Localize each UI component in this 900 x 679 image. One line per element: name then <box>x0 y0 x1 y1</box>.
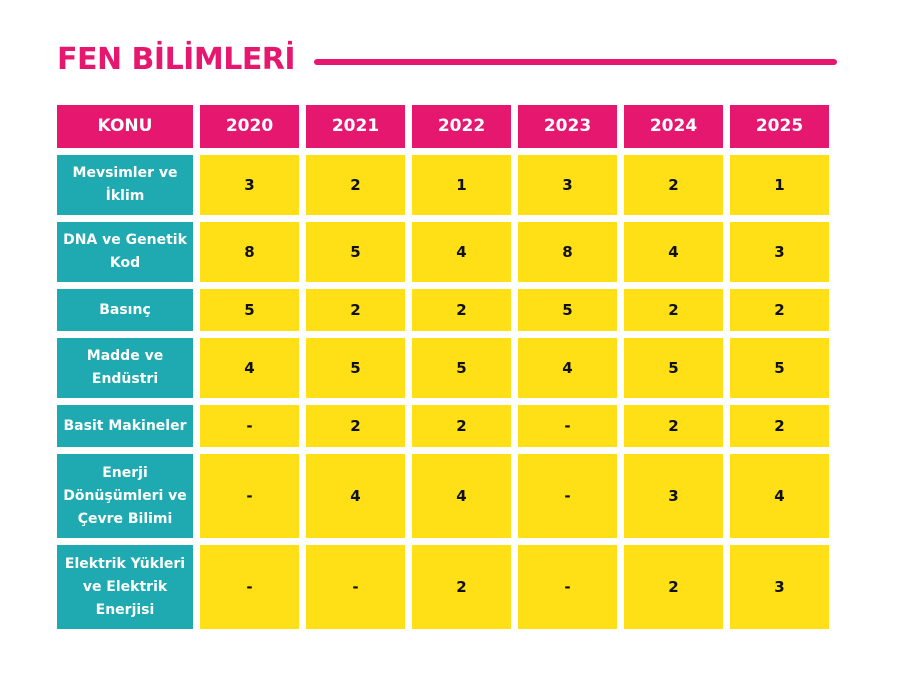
value-cell: 2 <box>412 405 511 447</box>
value-cell: - <box>200 545 299 629</box>
value-cell: 2 <box>306 289 405 331</box>
value-cell: 5 <box>730 338 829 398</box>
title-rule <box>314 59 837 65</box>
topic-cell: Mevsimler ve İklim <box>57 155 193 215</box>
value-cell: - <box>200 454 299 538</box>
value-cell: 4 <box>412 454 511 538</box>
value-cell: 2 <box>624 545 723 629</box>
value-cell: 4 <box>306 454 405 538</box>
topic-cell: Basit Makineler <box>57 405 193 447</box>
header-cell: 2023 <box>518 105 617 148</box>
value-cell: 2 <box>624 155 723 215</box>
value-cell: 5 <box>624 338 723 398</box>
header-cell: 2025 <box>730 105 829 148</box>
value-cell: 2 <box>306 405 405 447</box>
value-cell: 5 <box>306 222 405 282</box>
value-cell: 2 <box>306 155 405 215</box>
page-title: FEN BİLİMLERİ <box>57 42 296 77</box>
topic-cell: Elektrik Yükleri ve Elektrik Enerjisi <box>57 545 193 629</box>
value-cell: 2 <box>624 289 723 331</box>
header-cell: 2021 <box>306 105 405 148</box>
value-cell: 5 <box>412 338 511 398</box>
header-cell: 2022 <box>412 105 511 148</box>
value-cell: - <box>200 405 299 447</box>
value-cell: 2 <box>412 289 511 331</box>
value-cell: - <box>518 454 617 538</box>
value-cell: 4 <box>518 338 617 398</box>
header-cell: 2020 <box>200 105 299 148</box>
value-cell: 5 <box>306 338 405 398</box>
value-cell: 2 <box>624 405 723 447</box>
value-cell: 1 <box>730 155 829 215</box>
value-cell: 4 <box>412 222 511 282</box>
topic-cell: Enerji Dönüşümleri ve Çevre Bilimi <box>57 454 193 538</box>
value-cell: 5 <box>200 289 299 331</box>
value-cell: 3 <box>730 222 829 282</box>
value-cell: 1 <box>412 155 511 215</box>
value-cell: 3 <box>624 454 723 538</box>
value-cell: 2 <box>730 289 829 331</box>
value-cell: 4 <box>200 338 299 398</box>
table: KONU 2020 2021 2022 2023 2024 2025 Mevsimler ve… <box>57 105 829 629</box>
value-cell: 4 <box>730 454 829 538</box>
topic-cell: DNA ve Genetik Kod <box>57 222 193 282</box>
value-cell: 8 <box>518 222 617 282</box>
topic-cell: Basınç <box>57 289 193 331</box>
value-cell: 3 <box>200 155 299 215</box>
header-cell: KONU <box>57 105 193 148</box>
value-cell: - <box>518 405 617 447</box>
value-cell: 3 <box>730 545 829 629</box>
value-cell: 5 <box>518 289 617 331</box>
value-cell: 3 <box>518 155 617 215</box>
value-cell: 4 <box>624 222 723 282</box>
topic-cell: Madde ve Endüstri <box>57 338 193 398</box>
value-cell: - <box>306 545 405 629</box>
value-cell: 2 <box>412 545 511 629</box>
value-cell: - <box>518 545 617 629</box>
value-cell: 8 <box>200 222 299 282</box>
header-cell: 2024 <box>624 105 723 148</box>
value-cell: 2 <box>730 405 829 447</box>
